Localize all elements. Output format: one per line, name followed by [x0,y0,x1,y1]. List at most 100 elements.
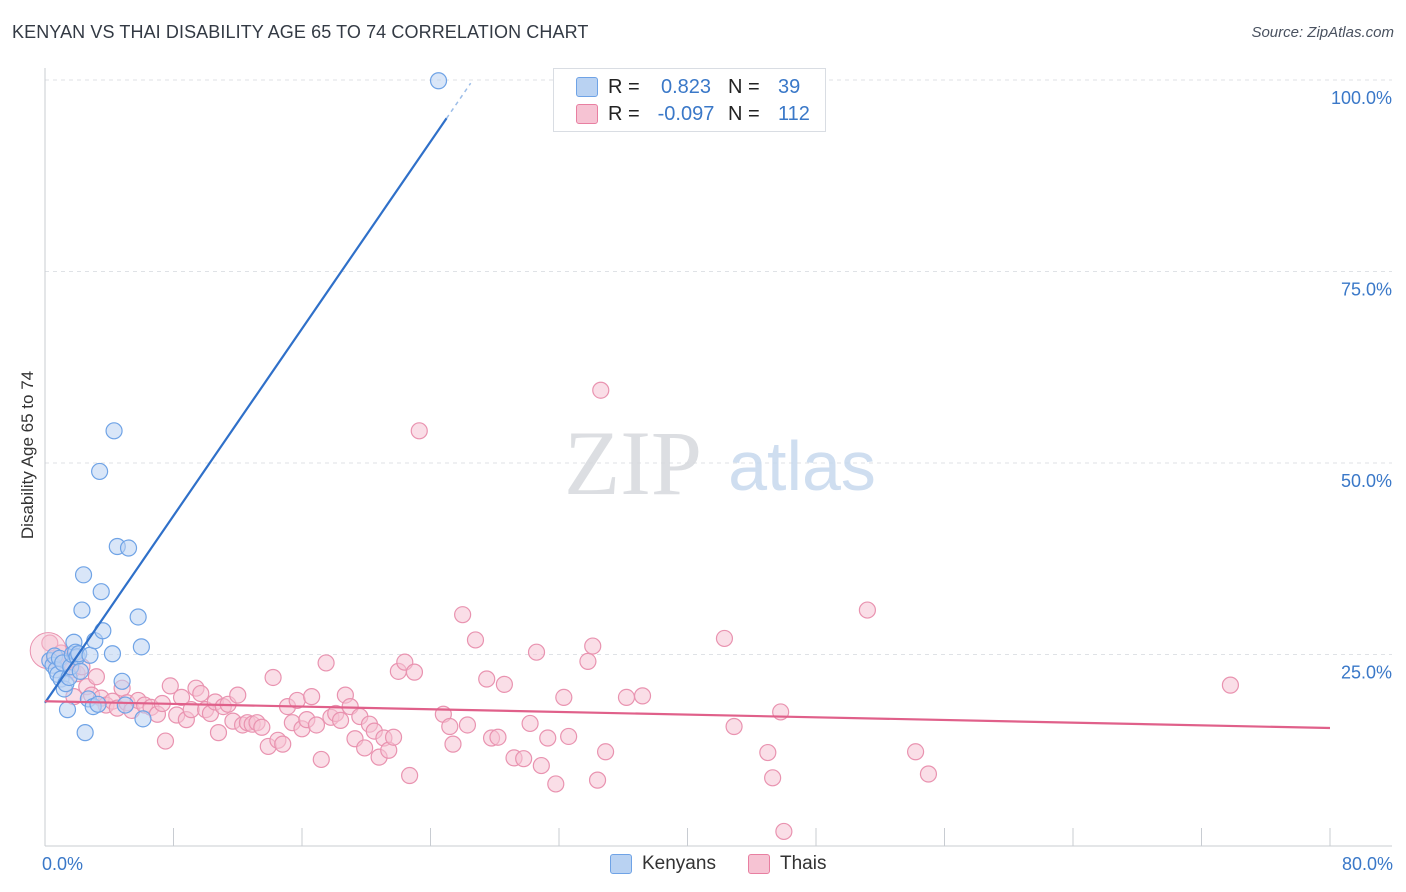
thai-point [715,629,734,648]
thai-point [547,775,565,793]
thai-point [161,677,179,695]
kenyan-point [129,608,147,626]
thai-point [401,766,419,785]
watermark: ZIP atlas [564,412,876,514]
legend-thais-label: Thais [780,853,827,874]
thai-point [584,637,602,655]
y-tick-label: 75.0% [1341,280,1392,300]
kenyan-point [92,583,110,601]
thai-point [489,728,507,746]
thai-point [303,688,321,706]
r-label: R = [608,75,640,98]
thai-point [454,606,472,624]
thais-swatch [748,854,770,874]
thai-point [775,822,793,841]
thai-point [532,756,550,775]
thai-point [317,654,335,672]
thai-point [444,735,462,753]
thai-point [312,750,330,769]
thai-point [156,732,175,750]
kenyan-point [429,72,448,90]
kenyans-trend-extension [445,82,472,119]
thai-point [596,743,615,761]
thai-point [555,688,573,706]
kenyan-point [76,724,94,742]
kenyans-swatch [576,77,598,97]
kenyan-point [74,566,93,584]
thai-point [274,735,292,753]
thai-point [87,668,106,686]
thai-point [560,727,578,746]
kenyan-point [89,695,107,713]
thai-point [466,631,485,649]
y-tick-label: 50.0% [1341,471,1392,491]
thai-point [356,739,374,757]
thai-point [307,716,326,734]
thai-point [527,643,546,661]
thai-point [592,381,610,399]
n-label: N = [728,102,760,125]
thai-point [725,717,743,736]
thai-point [229,686,247,704]
thai-point [405,663,424,681]
gridlines [45,79,1392,655]
bottom-legend-thais: Thais [748,852,826,876]
legend-row-kenyans: R = 0.823 N = 39 [576,75,800,99]
thai-point [172,688,191,706]
x-tick-label: 80.0% [1342,854,1393,874]
thai-point [495,675,513,693]
legend-kenyans-label: Kenyans [642,853,716,874]
kenyan-point [134,710,152,728]
thai-point [919,765,938,783]
n-value: 39 [778,75,801,98]
axes [44,68,1392,847]
thai-point [521,714,539,733]
watermark-atlas: atlas [728,427,876,505]
r-value: -0.097 [657,102,715,125]
r-label: R = [608,102,640,125]
y-tick-label: 25.0% [1341,663,1392,683]
legend-row-thais: R = -0.097 N = 112 [576,102,810,126]
thai-point [588,771,607,789]
thai-point [579,652,597,670]
correlation-legend: R = 0.823 N = 39 R = -0.097 N = 112 [553,68,826,132]
tick-labels: 25.0% 50.0% 75.0% 100.0% 0.0% 80.0% [42,88,1393,874]
y-tick-label: 100.0% [1331,88,1392,108]
kenyan-point [132,638,150,656]
kenyan-point [105,422,123,440]
thai-point [478,670,496,688]
thai-point [253,718,271,736]
thai-point [458,716,477,734]
kenyan-point [91,462,109,481]
y-axis-label: Disability Age 65 to 74 [18,370,37,540]
trend-lines [44,82,1331,730]
kenyan-point [103,645,122,663]
thai-point [192,684,210,703]
source-credit: Source: ZipAtlas.com [1251,24,1394,41]
n-label: N = [728,75,760,98]
n-value: 112 [778,102,810,125]
thai-point [858,601,877,619]
kenyan-point [113,672,131,690]
thai-point [441,717,459,736]
thai-point [759,743,777,762]
thai-point [515,750,533,768]
thai-point [539,729,557,747]
thai-point [617,688,636,706]
thais-trend-line [44,700,1331,730]
thais-swatch [576,104,598,124]
kenyan-point [71,662,89,680]
thai-point [906,743,925,761]
kenyan-point [58,701,77,719]
thai-point [1221,676,1240,694]
kenyan-point [116,696,134,714]
kenyan-point [81,646,99,664]
kenyan-point [119,539,138,557]
thai-point [384,728,403,746]
thai-point [410,422,428,440]
thai-point [209,724,228,742]
kenyans-trend-line [44,117,448,704]
kenyan-point [73,601,91,619]
thai-point [764,769,782,787]
